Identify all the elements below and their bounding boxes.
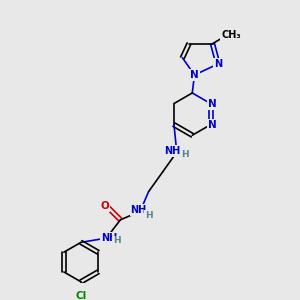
Text: H: H: [145, 211, 152, 220]
Text: N: N: [208, 99, 216, 109]
Text: NH: NH: [101, 233, 117, 243]
Text: NH: NH: [164, 146, 181, 156]
Text: H: H: [181, 151, 188, 160]
Text: O: O: [100, 201, 109, 211]
Text: N: N: [214, 59, 222, 69]
Text: Cl: Cl: [75, 291, 87, 300]
Text: N: N: [190, 70, 199, 80]
Text: NH: NH: [130, 205, 147, 215]
Text: H: H: [113, 236, 121, 245]
Text: N: N: [208, 120, 216, 130]
Text: CH₃: CH₃: [221, 30, 241, 40]
